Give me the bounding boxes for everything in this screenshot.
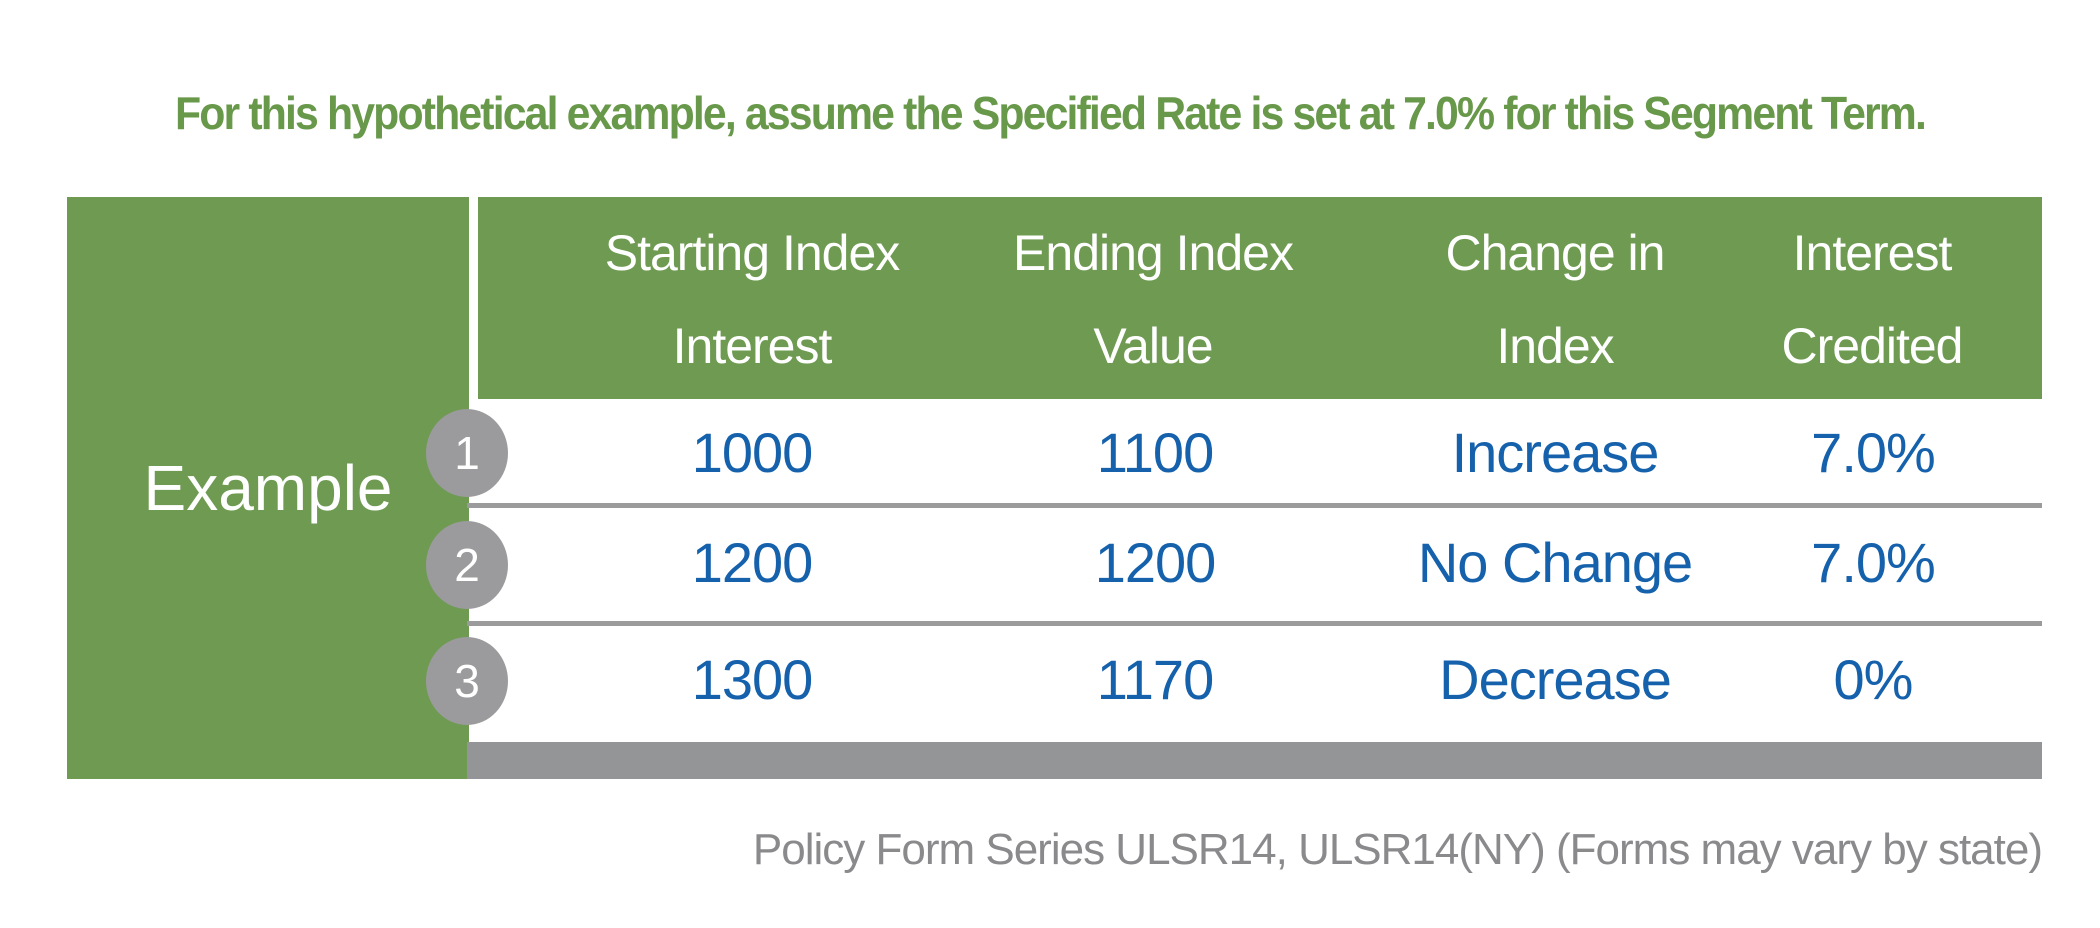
header-col-interest-credited-line1: Interest — [1792, 225, 1953, 281]
row2-change-in-index: No Change — [1417, 531, 1693, 594]
row1-ending-index: 1100 — [1096, 421, 1214, 484]
row1-starting-index: 1000 — [691, 421, 814, 484]
header-col-interest-credited-line2: Credited — [1781, 318, 1964, 374]
row3-starting-index: 1300 — [691, 648, 814, 711]
header-col-change-in-index-line1: Change in — [1445, 225, 1666, 281]
row3-ending-index: 1170 — [1096, 648, 1214, 711]
header-col-starting-index-line2: Interest — [672, 318, 833, 374]
policy-form-note: Policy Form Series ULSR14, ULSR14(NY) (F… — [752, 825, 2043, 874]
row-number-badge-1: 1 — [426, 409, 508, 497]
header-col-starting-index-line1: Starting Index — [604, 225, 901, 281]
header-col-ending-index-line1: Ending Index — [1013, 225, 1294, 281]
row-number-badge-2: 2 — [426, 521, 508, 609]
row-separator-1 — [467, 503, 2042, 508]
row-number-badge-3: 3 — [426, 637, 508, 725]
row3-change-in-index: Decrease — [1439, 648, 1672, 711]
row1-interest-credited: 7.0% — [1811, 421, 1936, 484]
table-footer-bar — [467, 742, 2042, 779]
row1-change-in-index: Increase — [1451, 421, 1660, 484]
page-title: For this hypothetical example, assume th… — [174, 87, 1927, 139]
header-col-change-in-index-line2: Index — [1496, 318, 1614, 374]
example-label: Example — [143, 452, 393, 524]
example-panel: Example — [67, 197, 469, 779]
table-header — [478, 197, 2042, 399]
row2-interest-credited: 7.0% — [1811, 531, 1936, 594]
row2-starting-index: 1200 — [691, 531, 814, 594]
row2-ending-index: 1200 — [1094, 531, 1217, 594]
row-separator-2 — [467, 621, 2042, 626]
row3-interest-credited: 0% — [1833, 648, 1914, 711]
header-col-ending-index-line2: Value — [1093, 318, 1213, 374]
